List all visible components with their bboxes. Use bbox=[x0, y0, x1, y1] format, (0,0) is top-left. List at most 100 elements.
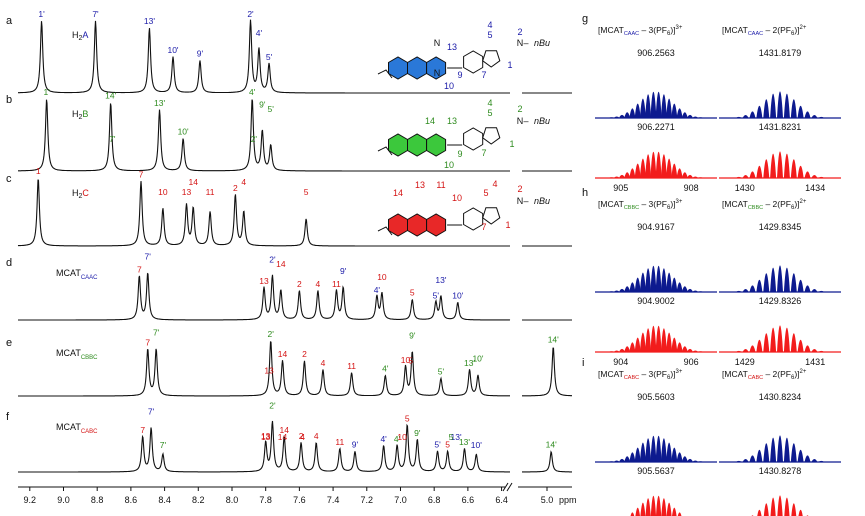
peak-label: 7' bbox=[145, 252, 152, 262]
isotope-peak bbox=[811, 174, 818, 178]
molecule-labels: 14 13 54 2 N – nBu 1 7 910 bbox=[425, 98, 550, 170]
isotope-peak bbox=[639, 272, 646, 292]
ms-tick-label: 908 bbox=[684, 183, 699, 193]
isotope-peak bbox=[671, 163, 678, 178]
experimental-spectrum bbox=[719, 435, 841, 463]
x-tick-label: 9.2 bbox=[24, 495, 37, 505]
x-axis: 9.2 9.0 8.8 8.6 8.4 8.2 8.0 7.8 7.6 7.4 7.2 7.0 6.8 6… bbox=[18, 482, 577, 505]
peak-label: 9' bbox=[352, 440, 359, 450]
isotope-peak bbox=[681, 346, 688, 352]
isotope-peak bbox=[639, 158, 646, 178]
isotope-peak bbox=[742, 174, 749, 178]
peak-label: 13' bbox=[435, 275, 446, 285]
peak-label: 13 bbox=[261, 432, 271, 442]
isotope-peak bbox=[811, 288, 818, 292]
molecule-b: 14 13 54 2 N – nBu 1 7 910 bbox=[377, 98, 550, 170]
spectrum-line bbox=[18, 99, 510, 172]
atom-label: 10 bbox=[444, 81, 454, 91]
peak-label: 2' bbox=[268, 329, 275, 339]
panel-letter: a bbox=[6, 15, 13, 27]
peak-label: 2' bbox=[269, 401, 276, 411]
experimental-mz: 1429.8345 bbox=[759, 222, 802, 232]
peak-label: 5 bbox=[408, 355, 413, 365]
isotope-peak bbox=[804, 345, 811, 352]
isotope-peak bbox=[650, 265, 657, 292]
isotope-peak bbox=[645, 438, 652, 462]
nmr-panel-e: e MCATCBBC 77' 2' 13 14 2 4 11 4' 10 9' 5 5' 13'10' 14' bbox=[6, 328, 572, 397]
x-tick-label: 9.0 bbox=[57, 495, 70, 505]
isotope-peak bbox=[756, 105, 763, 118]
peak-label: 4' bbox=[256, 28, 263, 38]
ion-formula: [MCATCBBC – 2(PF6)]2+ bbox=[722, 199, 807, 211]
isotope-peak bbox=[624, 112, 631, 118]
x-tick-label: 8.6 bbox=[125, 495, 138, 505]
peak-label: 11 bbox=[206, 187, 215, 197]
aromatic-ring bbox=[388, 213, 408, 237]
peak-label: 13 bbox=[261, 431, 271, 441]
isotope-peak bbox=[677, 512, 682, 516]
panel-letter: g bbox=[582, 13, 588, 25]
isotope-peak bbox=[763, 333, 770, 352]
isotope-peak bbox=[645, 94, 652, 118]
isotope-peak bbox=[660, 154, 667, 178]
panel-letter: b bbox=[6, 94, 12, 106]
peak-label: 4 bbox=[316, 279, 321, 289]
peak-label: 13' bbox=[459, 437, 470, 447]
isotope-peak bbox=[749, 171, 756, 178]
peak-label: 10 bbox=[377, 272, 387, 282]
isotope-peak bbox=[790, 273, 797, 292]
ms-tick-label: 904 bbox=[613, 357, 628, 367]
atom-label: – bbox=[523, 38, 528, 48]
spectrum-line-right bbox=[522, 450, 572, 473]
isotope-peak bbox=[687, 348, 693, 352]
peak-label: 4' bbox=[249, 87, 256, 97]
peak-label: 14' bbox=[105, 91, 116, 101]
peak-label: 7' bbox=[148, 407, 155, 417]
atom-label: 4 bbox=[487, 20, 492, 30]
x-tick-label: 6.4 bbox=[495, 495, 508, 505]
aromatic-ring bbox=[426, 56, 447, 80]
isotope-peak bbox=[619, 348, 625, 352]
sample-label: H2C bbox=[72, 188, 89, 200]
isotope-peak bbox=[639, 442, 646, 462]
isotope-peak bbox=[624, 286, 631, 292]
peak-label: 2 bbox=[302, 349, 307, 359]
simulated-mz: 1429.8326 bbox=[759, 296, 802, 306]
atom-label: – bbox=[523, 196, 528, 206]
aromatic-ring bbox=[426, 213, 447, 237]
atom-label: 7 bbox=[481, 222, 486, 232]
atom-label: 14 bbox=[393, 188, 403, 198]
mass-spectra-group: g [MCATCAAC – 3(PF6)]3+ 906.2563 906.2271 90… bbox=[582, 13, 841, 516]
atom-label: 13 bbox=[447, 116, 457, 126]
experimental-mz: 906.2563 bbox=[637, 48, 675, 58]
isotope-peak bbox=[655, 151, 662, 178]
atom-label: nBu bbox=[534, 196, 550, 206]
atom-label: 5 bbox=[487, 108, 492, 118]
peak-label: 10' bbox=[167, 45, 178, 55]
isotope-peak bbox=[681, 112, 688, 118]
atom-label: 9 bbox=[457, 149, 462, 159]
aromatic-ring bbox=[407, 133, 428, 157]
peak-label: 4' bbox=[382, 364, 389, 374]
isotope-peak bbox=[763, 159, 770, 178]
peak-label: 5' bbox=[438, 367, 445, 377]
peak-label: 5 bbox=[304, 187, 309, 197]
atom-label: 13 bbox=[415, 180, 425, 190]
atom-label: nBu bbox=[534, 116, 550, 126]
atom-label: 7 bbox=[481, 148, 486, 158]
attachment-bond bbox=[377, 69, 393, 79]
x-tick-label: 8.0 bbox=[226, 495, 239, 505]
peak-label: 5' bbox=[433, 291, 440, 301]
isotope-peak bbox=[687, 174, 693, 178]
x-tick-label: 8.8 bbox=[91, 495, 104, 505]
experimental-mz: 905.5603 bbox=[637, 392, 675, 402]
peak-label: 9' bbox=[409, 331, 416, 341]
peak-label: 4 bbox=[314, 431, 319, 441]
isotope-peak bbox=[790, 99, 797, 118]
atom-label: – bbox=[523, 116, 528, 126]
imidazole-ring bbox=[482, 127, 501, 145]
isotope-peak bbox=[756, 449, 763, 462]
simulated-spectrum bbox=[719, 325, 841, 353]
isotope-peak bbox=[672, 507, 677, 516]
